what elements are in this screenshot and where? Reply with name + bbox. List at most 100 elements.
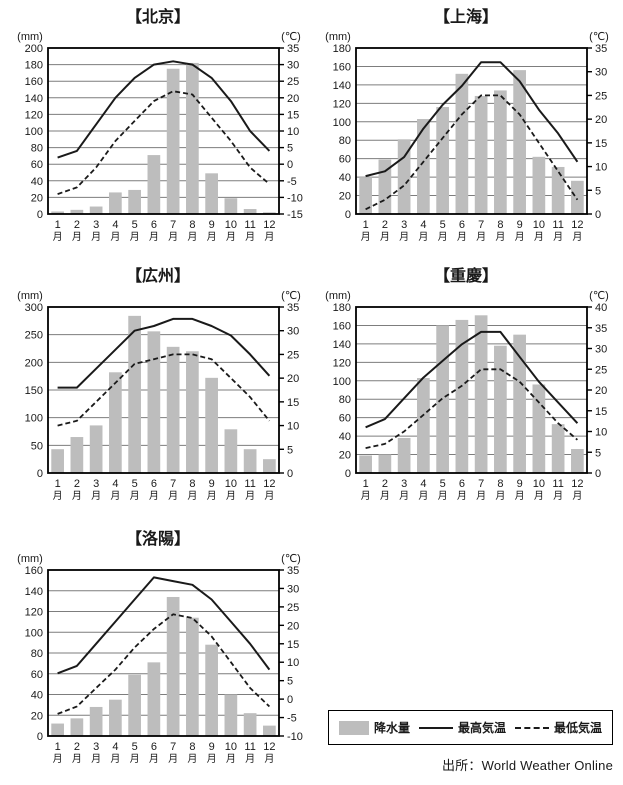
month-unit-label: 月 [399,490,409,502]
cell-luoyang: 【洛陽】 (mm) (℃) 0 20 40 60 80 100 120 140 160 -10 -5 0 5 1… [4,526,312,784]
month-number-label: 8 [189,741,195,753]
chart-chongqing: 【重慶】 (mm) (℃) 0 20 40 60 80 100 120 140 160 180 0 5 10 1… [316,263,616,512]
month-unit-label: 月 [207,231,217,243]
right-axis-tick-label: 10 [287,657,299,669]
plot-border [47,306,280,474]
month-number-label: 8 [497,219,503,231]
month-number-label: 6 [458,478,464,490]
right-axis-tick-label: 15 [287,639,299,651]
month-number-label: 3 [401,219,407,231]
right-axis-tick-label: 5 [595,185,601,197]
month-unit-label: 月 [130,490,140,502]
left-axis-tick-label: 20 [338,450,350,462]
month-number-label: 11 [244,478,255,490]
chart-guangzhou: 【広州】 (mm) (℃) 0 50 100 150 200 250 300 0 5 10 15 20 25 3… [8,263,308,512]
left-axis-tick-label: 0 [37,468,43,480]
right-axis-tick-label: 5 [287,676,293,688]
plot-border [354,306,588,474]
precipitation-bar [378,454,391,473]
right-axis-unit: (℃) [281,290,301,302]
precipitation-bar [224,198,238,214]
month-number-label: 6 [151,478,157,490]
precipitation-bar [570,449,584,473]
legend-item-min-temp: 最低気温 [514,719,602,736]
left-axis-tick-label: 160 [25,565,43,577]
left-axis-tick-label: 140 [332,339,350,351]
month-number-label: 5 [132,741,138,753]
max-temp-line [364,330,578,429]
chart-title: 【広州】 [126,266,190,285]
month-number-label: 11 [552,478,563,490]
month-unit-label: 月 [72,231,82,243]
precipitation-bar [570,180,584,214]
month-unit-label: 月 [533,490,543,502]
month-number-label: 6 [151,219,157,231]
left-axis-tick-label: 0 [344,209,350,221]
chart-canvas: 【北京】(mm) (℃)020406080100120140160180200-1… [17,7,303,243]
month-unit-label: 月 [187,490,197,502]
left-axis-tick-label: 60 [338,154,350,166]
month-number-label: 8 [189,219,195,231]
precipitation-bar [532,384,545,473]
month-number-label: 7 [478,478,484,490]
precipitation-bar [166,68,180,214]
right-axis-tick-label: 25 [595,364,607,376]
precipitation-bar [551,424,564,473]
month-number-label: 8 [189,478,195,490]
precipitation-bar [186,617,199,736]
left-axis-tick-label: 60 [338,413,350,425]
month-number-label: 10 [532,219,544,231]
right-axis-tick-label: 35 [287,302,299,314]
month-unit-label: 月 [130,753,140,765]
right-axis-tick-label: 0 [287,468,293,480]
month-unit-label: 月 [149,490,159,502]
month-unit-label: 月 [495,231,505,243]
legend-item-precipitation: 降水量 [338,719,410,736]
precipitation-bar [512,70,526,214]
right-axis-unit: (℃) [281,553,301,565]
right-axis-tick-label: 20 [287,620,299,632]
month-unit-label: 月 [437,490,447,502]
right-axis-tick-label: 0 [287,694,293,706]
right-axis-tick-label: -15 [287,209,303,221]
left-axis-tick-label: 40 [338,431,350,443]
month-number-label: 5 [132,478,138,490]
month-number-label: 1 [55,219,61,231]
left-axis-tick-label: 120 [25,109,43,121]
month-number-label: 12 [263,741,275,753]
left-axis-tick-label: 20 [31,192,43,204]
month-unit-label: 月 [91,490,101,502]
right-axis-tick-label: 20 [595,385,607,397]
month-number-label: 3 [93,219,99,231]
month-unit-label: 月 [572,490,582,502]
month-number-label: 3 [401,478,407,490]
month-unit-label: 月 [495,490,505,502]
source-text: 出所：World Weather Online [441,758,613,773]
month-number-label: 7 [170,741,176,753]
min-temp-line-swatch [514,726,549,729]
left-axis-tick-label: 160 [25,76,43,88]
precipitation-bar [89,425,103,473]
month-unit-label: 月 [226,490,236,502]
legend-precipitation-label: 降水量 [373,721,410,735]
left-axis-tick-label: 180 [332,43,350,55]
month-unit-label: 月 [264,753,274,765]
month-unit-label: 月 [149,231,159,243]
precipitation-bar [147,331,161,473]
precipitation-bar [474,315,487,473]
left-axis-tick-label: 40 [31,690,43,702]
month-unit-label: 月 [553,490,563,502]
month-number-label: 10 [225,478,237,490]
precipitation-bar [512,334,526,473]
month-number-label: 4 [112,219,118,231]
month-number-label: 2 [74,219,80,231]
month-number-label: 11 [244,219,255,231]
left-axis-tick-label: 180 [25,60,43,72]
month-unit-label: 月 [207,753,217,765]
month-number-label: 11 [552,219,563,231]
month-unit-label: 月 [91,753,101,765]
precipitation-bar [166,346,180,473]
right-axis-tick-label: 30 [287,60,299,72]
plot-border [354,47,588,215]
precipitation-bar [89,706,103,736]
